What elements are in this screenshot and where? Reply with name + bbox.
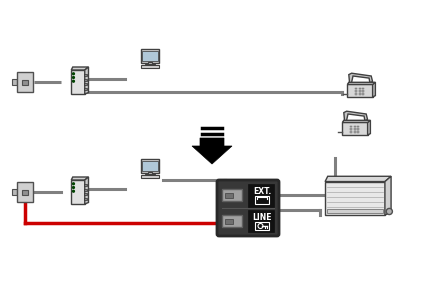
Bar xyxy=(359,93,361,95)
Bar xyxy=(357,128,359,130)
Bar xyxy=(255,196,269,204)
Bar xyxy=(355,93,357,95)
Bar xyxy=(84,79,88,80)
Bar xyxy=(148,62,152,65)
Polygon shape xyxy=(373,82,375,97)
Bar xyxy=(359,90,361,92)
Bar xyxy=(23,80,28,85)
Bar xyxy=(343,122,368,135)
Polygon shape xyxy=(349,73,373,82)
Bar xyxy=(248,210,274,232)
Bar xyxy=(248,184,274,207)
Bar xyxy=(222,215,242,227)
Polygon shape xyxy=(71,177,88,180)
Bar xyxy=(12,79,17,86)
Bar xyxy=(354,131,356,133)
Bar xyxy=(141,159,159,172)
Bar xyxy=(354,128,356,130)
Circle shape xyxy=(73,73,74,75)
Bar xyxy=(84,74,88,76)
Polygon shape xyxy=(347,82,375,84)
Bar xyxy=(359,88,361,89)
Bar xyxy=(350,131,352,133)
Bar xyxy=(71,70,85,94)
Polygon shape xyxy=(192,138,232,164)
Polygon shape xyxy=(343,120,371,122)
Bar xyxy=(347,84,373,97)
Circle shape xyxy=(73,187,74,188)
Bar xyxy=(148,172,152,175)
Bar xyxy=(84,193,88,195)
Bar xyxy=(255,222,269,230)
Bar xyxy=(12,189,17,195)
Bar xyxy=(362,93,364,95)
Bar xyxy=(222,189,242,201)
FancyBboxPatch shape xyxy=(217,180,279,236)
Bar xyxy=(357,131,359,133)
Circle shape xyxy=(73,183,74,184)
Polygon shape xyxy=(325,176,391,181)
Polygon shape xyxy=(85,177,88,204)
Bar xyxy=(84,198,88,200)
Bar xyxy=(71,180,85,204)
Circle shape xyxy=(386,208,392,214)
Polygon shape xyxy=(85,67,88,94)
Bar xyxy=(17,182,33,202)
Bar xyxy=(354,125,356,127)
Bar xyxy=(141,175,159,178)
Bar xyxy=(327,208,383,213)
Circle shape xyxy=(73,76,74,78)
Bar xyxy=(141,65,159,68)
Polygon shape xyxy=(71,67,88,70)
Bar xyxy=(145,174,155,176)
Bar xyxy=(355,88,357,89)
Bar xyxy=(141,49,159,63)
Bar xyxy=(362,90,364,92)
Bar xyxy=(84,189,88,190)
Bar xyxy=(225,219,233,224)
Bar xyxy=(23,190,28,194)
Bar xyxy=(145,64,155,66)
Polygon shape xyxy=(368,120,371,135)
Bar xyxy=(350,128,352,130)
Bar xyxy=(325,182,385,215)
Bar xyxy=(357,125,359,127)
Bar xyxy=(142,161,158,171)
Bar xyxy=(84,184,88,186)
Bar xyxy=(225,193,233,198)
Circle shape xyxy=(73,80,74,82)
Bar xyxy=(84,88,88,89)
Bar xyxy=(17,72,33,92)
Bar xyxy=(350,125,352,127)
Bar xyxy=(355,90,357,92)
Text: EXT.: EXT. xyxy=(253,187,272,196)
Bar xyxy=(84,83,88,85)
Bar xyxy=(362,88,364,89)
Text: LINE: LINE xyxy=(253,212,272,221)
Bar xyxy=(142,51,158,61)
Polygon shape xyxy=(344,111,368,120)
Polygon shape xyxy=(385,176,391,215)
Circle shape xyxy=(73,190,74,192)
